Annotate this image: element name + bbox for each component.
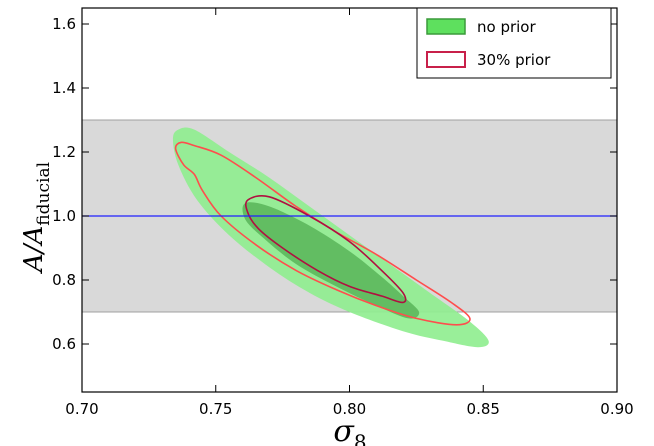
contour-30-prior-outer <box>174 141 471 326</box>
x-tick-label: 0.70 <box>65 400 98 418</box>
legend-label-30-prior: 30% prior <box>477 51 551 69</box>
y-axis-label: A/Afiducial <box>19 162 54 274</box>
contour-no-prior-inner <box>242 202 420 319</box>
x-tick-label: 0.90 <box>600 400 633 418</box>
y-tick-label: 0.6 <box>52 335 76 353</box>
y-tick-label: 1.6 <box>52 15 76 33</box>
legend-swatch-30-prior <box>426 51 466 68</box>
plot-area <box>82 119 617 348</box>
contour-30-prior-inner <box>245 194 407 304</box>
contour-no-prior-outer <box>172 127 489 348</box>
y-axis-label-subscript: fiducial <box>34 162 54 226</box>
x-tick-label: 0.85 <box>467 400 500 418</box>
y-tick-label: 1.2 <box>52 143 76 161</box>
x-tick-label: 0.80 <box>333 400 366 418</box>
legend-swatch-no-prior <box>426 18 466 35</box>
ticks: 0.70 0.75 0.80 0.85 0.90 0.6 0.8 1.0 1.2 1.4 1.6 <box>52 8 634 418</box>
x-axis-label: σ8 <box>333 414 366 446</box>
legend: no prior 30% prior <box>416 7 612 79</box>
y-axis-label-main: A/A <box>19 226 49 274</box>
y-tick-label: 0.8 <box>52 271 76 289</box>
y-tick-label: 1.0 <box>52 207 76 225</box>
y-tick-label: 1.4 <box>52 79 76 97</box>
plot-content <box>82 119 617 348</box>
x-axis-label-main: σ <box>333 414 355 446</box>
x-axis-label-subscript: 8 <box>354 430 367 446</box>
legend-label-no-prior: no prior <box>477 18 536 36</box>
x-tick-label: 0.75 <box>199 400 232 418</box>
